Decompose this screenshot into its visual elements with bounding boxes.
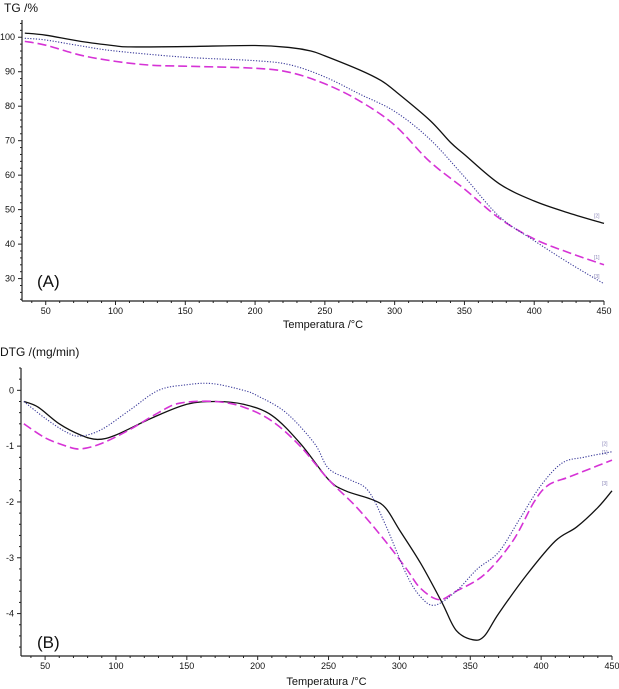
y-tick-label: -2 [6,497,14,507]
x-tick-label: 150 [179,661,194,671]
x-tick-label: 350 [463,661,478,671]
series-line-solid [24,32,605,225]
y-tick-label: -4 [6,609,14,619]
series-line-solid [23,400,613,641]
y-tick-label: 100 [0,32,15,42]
panel-label: (B) [37,633,60,652]
y-tick-label: 40 [5,239,15,249]
y-tick-label: 30 [5,274,15,284]
x-tick-label: 50 [40,661,50,671]
panel-label: (A) [37,272,60,291]
x-tick-label: 200 [250,661,265,671]
series-line-dotted [23,382,613,606]
tg-panel: 50 100 150 200 250 300 350 400 450 30 40 50 60 70 80 90… [0,1,612,331]
dtg-panel: 50 100 150 200 250 300 350 400 450 0 -1 -2 -3 -4 DTG /… [0,345,619,688]
x-tick-label: 450 [604,661,619,671]
x-tick-label: 50 [41,306,51,316]
series-end-label: [2] [602,442,608,448]
x-tick-label: 350 [457,306,472,316]
y-tick-label: 80 [5,101,15,111]
x-tick-label: 400 [527,306,542,316]
y-tick-label: 50 [5,205,15,215]
y-tick-label: 70 [5,136,15,146]
y-axis-title: DTG /(mg/min) [0,345,79,359]
y-tick-label: 90 [5,67,15,77]
x-axis-title: Temperatura /°C [283,319,363,331]
x-tick-label: 150 [178,306,193,316]
y-tick-label: -3 [6,553,14,563]
x-tick-label: 450 [596,306,611,316]
x-tick-label: 250 [321,661,336,671]
series-end-label: [3] [594,274,600,280]
series-line-dashed [24,40,605,266]
series-line-dashed [23,400,613,601]
x-tick-label: 100 [108,661,123,671]
x-tick-label: 300 [387,306,402,316]
series-end-label: [2] [594,213,600,219]
y-axis-title: TG /% [4,1,38,15]
x-tick-label: 400 [534,661,549,671]
series-line-dotted [24,37,605,285]
x-axis-title: Temperatura /°C [286,676,366,688]
x-tick-label: 100 [108,306,123,316]
x-tick-label: 300 [392,661,407,671]
x-tick-label: 200 [248,306,263,316]
x-tick-label: 250 [317,306,332,316]
series-end-label: [1] [594,255,600,261]
y-tick-label: -1 [6,441,14,451]
y-tick-label: 60 [5,170,15,180]
y-tick-label: 0 [9,385,14,395]
series-end-label: [3] [602,481,608,487]
